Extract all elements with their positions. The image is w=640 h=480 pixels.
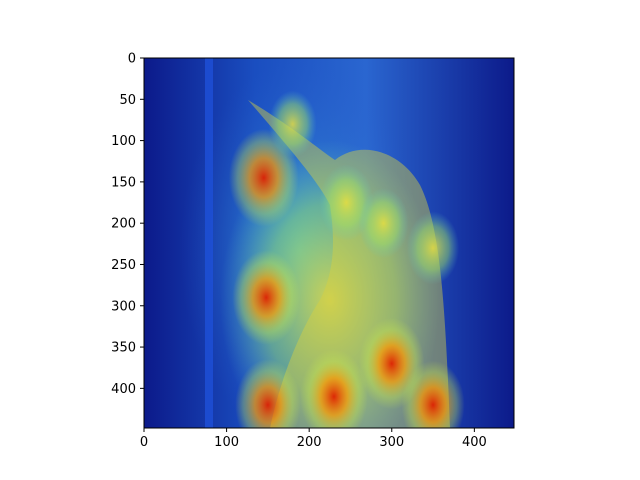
x-tick-label-200: 200 — [297, 435, 322, 450]
y-tick-label-200: 200 — [111, 217, 136, 232]
y-tick-label-350: 350 — [111, 341, 136, 356]
heatmap-image — [144, 58, 514, 428]
x-tick-label-400: 400 — [462, 435, 487, 450]
x-tick-label-300: 300 — [379, 435, 404, 450]
hotspot-2 — [235, 359, 301, 428]
x-axis: 0 100 200 300 400 — [140, 428, 487, 450]
hotspot-8 — [358, 188, 409, 259]
hotspot-5 — [401, 360, 465, 428]
y-tick-label-300: 300 — [111, 299, 136, 314]
y-tick-label-250: 250 — [111, 258, 136, 273]
axes-frame — [143, 57, 515, 429]
y-tick-label-100: 100 — [111, 134, 136, 149]
y-tick-label-50: 50 — [119, 93, 136, 108]
hotspot-group — [228, 90, 465, 428]
hotspot-9 — [268, 90, 317, 158]
x-tick-label-100: 100 — [214, 435, 239, 450]
hotspot-1 — [232, 250, 301, 345]
hotspot-3 — [300, 349, 368, 428]
hotspot-7 — [406, 211, 460, 285]
x-tick-label-0: 0 — [140, 435, 148, 450]
y-tick-label-0: 0 — [128, 52, 136, 67]
branch — [205, 58, 213, 428]
y-axis: 0 50 100 150 200 250 300 350 400 — [111, 52, 144, 397]
y-tick-label-150: 150 — [111, 175, 136, 190]
y-tick-label-400: 400 — [111, 382, 136, 397]
